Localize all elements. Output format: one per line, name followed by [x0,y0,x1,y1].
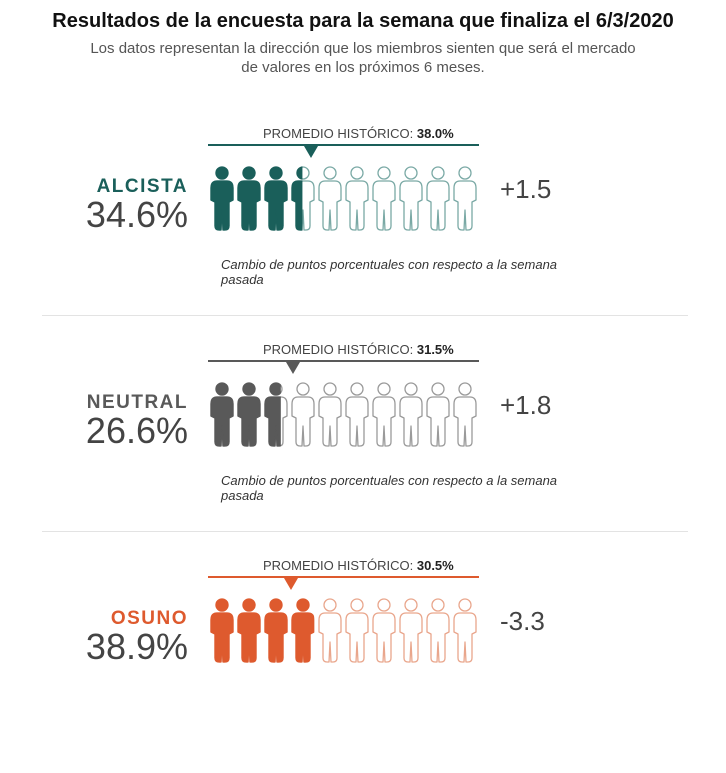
person-icon [453,382,477,447]
weekly-change: +1.8 [500,390,552,420]
historical-average-line [208,576,479,578]
people-pictogram [210,166,477,231]
weekly-change: +1.5 [500,174,552,204]
historical-average-marker-icon [286,362,301,374]
historical-average-prefix: PROMEDIO HISTÓRICO: [263,126,414,141]
person-icon [399,598,423,663]
historical-average-value: 31.5% [416,342,454,357]
person-icon [453,598,477,663]
section-divider [42,315,688,316]
historical-average-marker-icon [283,578,298,590]
category-name: OSUNO [110,608,188,629]
people-pictogram [210,598,477,663]
section-bearish: PROMEDIO HISTÓRICO: 30.5% OSUNO 38.9% -3… [0,558,726,773]
category-percent: 26.6% [85,410,188,451]
category-name: NEUTRAL [86,392,188,413]
historical-average-label: PROMEDIO HISTÓRICO: 38.0% [263,126,454,141]
person-icon [372,598,396,663]
person-icon-filled [210,166,303,231]
historical-average-label: PROMEDIO HISTÓRICO: 31.5% [263,342,454,357]
person-icon [318,166,342,231]
person-icon [426,598,450,663]
section-bullish: PROMEDIO HISTÓRICO: 38.0% ALCISTA 34.6% … [0,126,726,341]
historical-average-marker-icon [303,146,318,158]
historical-average-prefix: PROMEDIO HISTÓRICO: [263,558,414,573]
historical-average-line [208,360,479,362]
historical-average-prefix: PROMEDIO HISTÓRICO: [263,342,414,357]
person-icon [318,598,342,663]
person-icon [399,382,423,447]
person-icon [345,382,369,447]
person-icon [453,166,477,231]
page-subtitle: Los datos representan la dirección que l… [90,40,636,76]
section-divider [42,531,688,532]
person-icon [372,166,396,231]
category-name: ALCISTA [96,176,188,197]
historical-average-line [208,144,479,146]
category-percent: 38.9% [85,626,188,667]
person-icon [399,166,423,231]
person-icon [426,166,450,231]
weekly-change: -3.3 [500,606,545,636]
person-icon [345,166,369,231]
person-icon [345,598,369,663]
historical-average-value: 38.0% [416,126,454,141]
person-icon [372,382,396,447]
person-icon [291,382,315,447]
change-note: Cambio de puntos porcentuales con respec… [221,257,558,287]
section-neutral: PROMEDIO HISTÓRICO: 31.5% NEUTRAL 26.6% … [0,342,726,557]
change-note: Cambio de puntos porcentuales con respec… [221,473,558,503]
category-percent: 34.6% [85,194,188,235]
person-icon-filled [210,382,281,447]
page-title: Resultados de la encuesta para la semana… [52,10,674,32]
person-icon [318,382,342,447]
historical-average-value: 30.5% [416,558,454,573]
person-icon-filled [210,598,315,663]
historical-average-label: PROMEDIO HISTÓRICO: 30.5% [263,558,454,573]
person-icon [426,382,450,447]
people-pictogram [210,382,477,447]
